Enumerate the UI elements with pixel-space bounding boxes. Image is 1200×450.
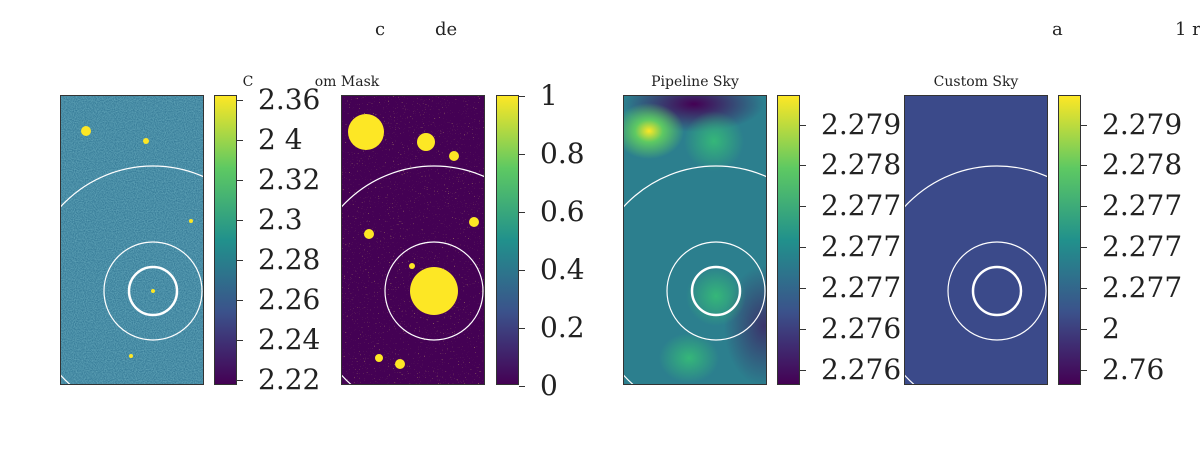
colorbar-tick-label: 2.36 <box>258 83 321 116</box>
top-text-3: a <box>1052 19 1063 40</box>
colorbar-tick <box>1081 247 1087 248</box>
colorbar-custom-sky <box>1058 95 1081 385</box>
colorbar-tick-label: 2.277 <box>1102 189 1183 222</box>
data-image-panel <box>60 95 204 385</box>
colorbar-tick <box>237 300 243 301</box>
colorbar-tick <box>519 212 525 213</box>
colorbar-pipeline-sky <box>777 95 800 385</box>
top-text-2: de <box>435 19 458 40</box>
colorbar-tick-label: 2.277 <box>1102 271 1183 304</box>
colorbar-tick-label: 2.277 <box>1102 230 1183 263</box>
colorbar-tick-label: 1 <box>540 79 558 112</box>
custom-sky-image <box>905 96 1047 384</box>
colorbar-tick-label: 2.277 <box>821 189 902 222</box>
colorbar-tick-label: 2.26 <box>258 283 321 316</box>
colorbar-tick <box>1081 288 1087 289</box>
panel-title-data: C <box>242 74 254 90</box>
colorbar-tick-label: 2.76 <box>1102 353 1165 386</box>
colorbar-tick <box>800 288 806 289</box>
top-text-1: c <box>375 19 386 40</box>
colorbar-tick-label: 0 <box>540 369 558 402</box>
colorbar-tick-label: 0.6 <box>540 195 585 228</box>
colorbar-tick-label: 2.279 <box>1102 108 1183 141</box>
colorbar-tick-label: 2.32 <box>258 163 321 196</box>
panel-title-custom-sky: Custom Sky <box>933 74 1019 90</box>
colorbar-tick <box>800 247 806 248</box>
colorbar-tick-label: 2.276 <box>821 312 902 345</box>
colorbar-tick <box>519 328 525 329</box>
colorbar-tick <box>237 260 243 261</box>
data-image <box>61 96 203 384</box>
colorbar-tick-label: 2.279 <box>821 108 902 141</box>
top-text-4: 1 r <box>1175 19 1200 40</box>
colorbar-tick <box>237 140 243 141</box>
colorbar-data <box>214 95 237 385</box>
panel-title-mask: om Mask <box>314 74 380 90</box>
colorbar-tick <box>1081 125 1087 126</box>
colorbar-tick-label: 0.2 <box>540 311 585 344</box>
colorbar-tick-label: 0.4 <box>540 253 585 286</box>
colorbar-tick-label: 2.24 <box>258 323 321 356</box>
colorbar-tick <box>800 329 806 330</box>
colorbar-tick <box>237 340 243 341</box>
colorbar-tick <box>519 386 525 387</box>
colorbar-tick <box>237 380 243 381</box>
colorbar-tick <box>237 220 243 221</box>
colorbar-tick <box>519 270 525 271</box>
colorbar-tick <box>1081 329 1087 330</box>
colorbar-tick-label: 2 4 <box>258 123 303 156</box>
colorbar-tick-label: 2 <box>1102 312 1120 345</box>
colorbar-tick <box>800 370 806 371</box>
colorbar-tick <box>800 165 806 166</box>
colorbar-tick <box>1081 370 1087 371</box>
colorbar-tick-label: 2.276 <box>821 353 902 386</box>
colorbar-tick <box>800 125 806 126</box>
colorbar-tick-label: 2.277 <box>821 230 902 263</box>
colorbar-tick-label: 0.8 <box>540 137 585 170</box>
colorbar-tick-label: 2.3 <box>258 203 303 236</box>
colorbar-tick-label: 2.28 <box>258 243 321 276</box>
pipeline-sky-image-panel <box>623 95 767 385</box>
colorbar-mask <box>496 95 519 385</box>
colorbar-tick <box>1081 206 1087 207</box>
colorbar-tick <box>519 96 525 97</box>
colorbar-tick-label: 2.22 <box>258 363 321 396</box>
panel-title-pipeline-sky: Pipeline Sky <box>651 74 739 90</box>
mask-image-panel <box>341 95 485 385</box>
colorbar-tick-label: 2.278 <box>1102 148 1183 181</box>
pipeline-sky-image <box>624 96 766 384</box>
colorbar-tick <box>237 180 243 181</box>
colorbar-tick <box>1081 165 1087 166</box>
colorbar-tick <box>519 154 525 155</box>
colorbar-tick <box>800 206 806 207</box>
custom-sky-image-panel <box>904 95 1048 385</box>
colorbar-tick-label: 2.278 <box>821 148 902 181</box>
colorbar-tick <box>237 100 243 101</box>
mask-image <box>342 96 484 384</box>
colorbar-tick-label: 2.277 <box>821 271 902 304</box>
